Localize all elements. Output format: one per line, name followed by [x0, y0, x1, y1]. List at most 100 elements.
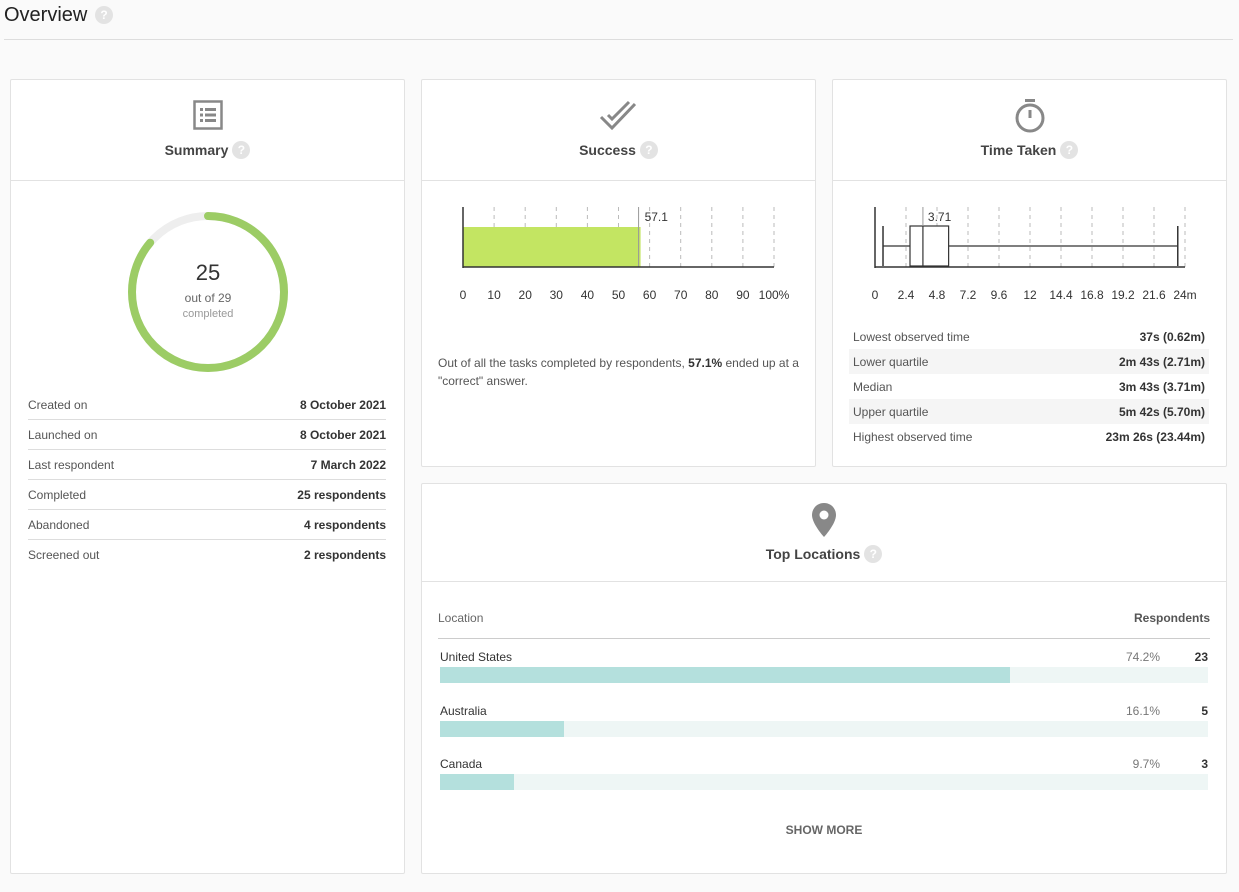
location-percent: 9.7% — [1132, 757, 1160, 771]
location-name: United States — [440, 650, 513, 664]
time-tick-label: 4.8 — [929, 288, 946, 302]
success-tick-label: 50 — [612, 288, 626, 302]
success-title-text: Success — [579, 142, 636, 158]
success-help-icon[interactable]: ? — [639, 141, 658, 160]
summary-row-value: 2 respondents — [303, 548, 386, 562]
time-iqr-box — [909, 225, 950, 267]
time-stat-row: Lower quartile 2m 43s (2.71m) — [849, 349, 1209, 374]
time-taken-card: Time Taken? 0 2.4 4.8 7.2 9.6 12 14.4 16.8 19.2 2… — [832, 79, 1227, 467]
success-data-label: 57.1 — [645, 210, 669, 224]
success-text-suffix: ended up at a "correct" answer. — [438, 356, 799, 388]
success-tick-label: 0 — [460, 288, 467, 302]
time-taken-help-icon[interactable]: ? — [1060, 141, 1079, 160]
success-description: Out of all the tasks completed by respon… — [438, 354, 803, 390]
success-tick-label: 10 — [487, 288, 501, 302]
show-more-button[interactable]: SHOW MORE — [785, 823, 863, 837]
location-name: Canada — [440, 757, 483, 771]
location-bar-track — [440, 721, 1208, 737]
success-tick-label: 100% — [759, 288, 790, 302]
location-count: 23 — [1194, 650, 1208, 664]
location-count: 5 — [1201, 704, 1208, 718]
summary-row-label: Launched on — [28, 427, 98, 442]
summary-title: Summary? — [11, 141, 404, 160]
summary-card: Summary? 25 out of 29 completed Created … — [10, 79, 405, 874]
success-card: Success? 0 10 20 30 40 50 60 70 80 90 100% 57.1 Out… — [421, 79, 816, 467]
success-tick-label: 80 — [705, 288, 719, 302]
summary-title-text: Summary — [164, 142, 229, 158]
success-text-value: 57.1% — [688, 356, 723, 370]
time-stat-value: 37s (0.62m) — [1139, 329, 1205, 344]
time-stat-row: Upper quartile 5m 42s (5.70m) — [849, 399, 1209, 424]
time-tick-label: 19.2 — [1111, 288, 1135, 302]
completion-ring-fill — [128, 212, 288, 372]
location-row: Canada 9.7% 3 — [440, 757, 1208, 797]
time-tick-label: 2.4 — [898, 288, 915, 302]
summary-row: Created on 8 October 2021 — [28, 390, 386, 420]
top-locations-help-icon[interactable]: ? — [864, 545, 883, 564]
summary-card-header: Summary? — [11, 80, 404, 181]
time-stat-label: Upper quartile — [853, 404, 929, 419]
location-percent: 74.2% — [1125, 650, 1160, 664]
summary-row: Last respondent 7 March 2022 — [28, 450, 386, 480]
time-stat-value: 2m 43s (2.71m) — [1118, 354, 1205, 369]
time-stat-label: Lowest observed time — [853, 329, 970, 344]
out-of-text: out of 29 — [184, 291, 232, 305]
page-title: Overview — [4, 4, 88, 26]
time-tick-label: 7.2 — [960, 288, 977, 302]
time-taken-card-header: Time Taken? — [833, 80, 1226, 181]
time-taken-title-text: Time Taken — [980, 142, 1057, 158]
time-stat-value: 23m 26s (23.44m) — [1105, 429, 1205, 444]
location-row: Australia 16.1% 5 — [440, 704, 1208, 744]
top-locations-card: Top Locations? Location Respondents Unit… — [421, 483, 1227, 874]
time-stat-row: Highest observed time 23m 26s (23.44m) — [849, 424, 1209, 449]
location-percent: 16.1% — [1125, 704, 1160, 718]
success-text-prefix: Out of all the tasks completed by respon… — [438, 356, 689, 370]
top-locations-card-header: Top Locations? — [422, 484, 1226, 582]
success-tick-label: 40 — [581, 288, 595, 302]
completion-ring: 25 out of 29 completed — [126, 210, 290, 374]
page-header: Overview ? — [4, 0, 1233, 40]
success-tick-label: 60 — [643, 288, 657, 302]
location-column-header[interactable]: Location — [438, 611, 484, 625]
top-locations-title: Top Locations? — [422, 545, 1226, 564]
summary-row-value: 8 October 2021 — [299, 397, 386, 412]
location-count: 3 — [1201, 757, 1208, 771]
time-tick-label: 24m — [1173, 288, 1196, 302]
success-tick-label: 30 — [550, 288, 564, 302]
respondents-column-header[interactable]: Respondents — [1133, 611, 1210, 625]
top-locations-title-text: Top Locations — [765, 546, 861, 562]
list-icon — [192, 100, 223, 130]
summary-row-label: Screened out — [28, 548, 100, 562]
location-bar-fill — [440, 667, 1010, 683]
summary-row-label: Created on — [28, 397, 88, 412]
time-stat-value: 3m 43s (3.71m) — [1118, 379, 1205, 394]
double-check-icon — [599, 100, 636, 131]
stopwatch-icon — [1015, 99, 1044, 133]
time-median-label: 3.71 — [928, 210, 952, 224]
time-stat-label: Highest observed time — [853, 429, 973, 444]
time-stat-label: Lower quartile — [853, 354, 929, 369]
time-taken-title: Time Taken? — [833, 141, 1226, 160]
map-pin-icon — [812, 503, 836, 537]
time-tick-label: 16.8 — [1080, 288, 1104, 302]
location-bar-fill — [440, 774, 515, 790]
time-box-plot: 0 2.4 4.8 7.2 9.6 12 14.4 16.8 19.2 21.6 24m 3.71 — [872, 207, 1197, 302]
time-tick-label: 9.6 — [991, 288, 1008, 302]
summary-row-value: 8 October 2021 — [299, 427, 386, 442]
location-name: Australia — [440, 704, 487, 718]
success-card-header: Success? — [422, 80, 815, 181]
summary-row-label: Completed — [28, 487, 87, 502]
summary-row: Completed 25 respondents — [28, 480, 386, 510]
success-title: Success? — [422, 141, 815, 160]
summary-help-icon[interactable]: ? — [232, 141, 251, 160]
time-stat-value: 5m 42s (5.70m) — [1118, 404, 1205, 419]
time-tick-label: 14.4 — [1049, 288, 1073, 302]
summary-row-value: 25 respondents — [297, 487, 386, 502]
help-icon[interactable]: ? — [95, 6, 113, 24]
summary-table: Created on 8 October 2021 Launched on 8 Oc… — [28, 390, 386, 570]
summary-row-value: 4 respondents — [303, 517, 386, 532]
success-bar — [463, 227, 641, 267]
locations-table-header: Location Respondents — [438, 602, 1210, 639]
time-stat-row: Lowest observed time 37s (0.62m) — [849, 324, 1209, 349]
summary-row-value: 7 March 2022 — [310, 457, 386, 472]
